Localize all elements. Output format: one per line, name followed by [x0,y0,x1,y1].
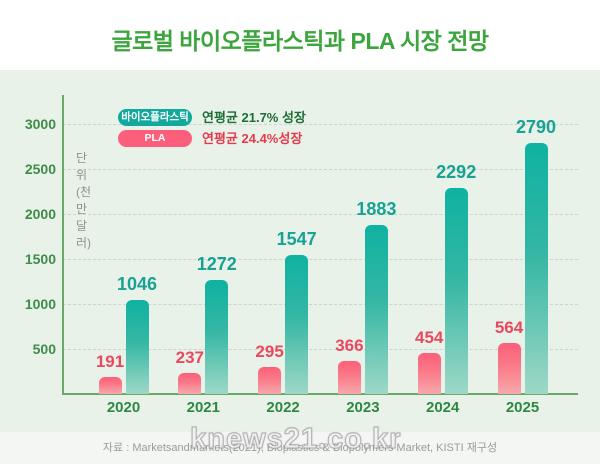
source-citation: 자료 : Marketsandmarkets(2021), Bioplastic… [102,442,498,454]
x-axis-tick-2022: 2022 [266,399,300,416]
value-label-pla-2024: 454 [415,328,444,348]
value-label-pla-2025: 564 [494,318,524,338]
bar-bioplastics-2023 [364,224,388,394]
value-label-bioplastics-2022: 1547 [276,228,317,249]
bar-bioplastics-2022 [285,254,309,394]
bar-pla-2025 [497,343,521,394]
bar-bioplastics-2020 [125,299,149,394]
y-axis-tick-1000: 1000 [24,296,56,312]
legend-note-bioplastics-growth: 연평균 21.7% 성장 [202,110,306,125]
value-label-bioplastics-2025: 2790 [515,116,557,137]
bar-pla-2024 [417,353,441,394]
gridline-2000 [63,214,578,215]
footer-strip [0,432,600,464]
bar-bioplastics-2021 [205,279,229,394]
x-axis-tick-2024: 2024 [426,399,460,416]
y-axis-tick-2500: 2500 [24,161,56,177]
gridline-2500 [63,169,578,170]
bar-bioplastics-2024 [444,187,468,394]
unit-label: 단위(천만달러) [76,151,92,250]
y-axis-tick-500: 500 [32,341,56,357]
value-label-pla-2020: 191 [95,351,125,371]
x-axis-line [62,393,578,395]
bar-pla-2021 [178,372,202,394]
gridline-500 [63,349,578,350]
bar-pla-2020 [98,376,122,394]
legend-pill-bioplastics: 바이오플라스틱 [118,109,192,126]
x-axis-tick-2023: 2023 [346,399,380,416]
value-label-bioplastics-2024: 2292 [436,161,477,182]
y-axis-tick-3000: 3000 [24,116,56,132]
x-axis-tick-2020: 2020 [106,399,141,416]
x-axis-tick-2021: 2021 [186,399,220,416]
x-axis-tick-2025: 2025 [505,399,540,416]
bar-pla-2022 [258,367,282,394]
value-label-bioplastics-2021: 1272 [196,253,237,274]
page-title: 글로벌 바이오플라스틱과 PLA 시장 전망 [111,28,489,54]
y-axis-tick-2000: 2000 [24,206,56,222]
y-axis-line [62,95,64,394]
value-label-bioplastics-2020: 1046 [116,273,158,294]
y-axis-tick-1500: 1500 [24,251,56,267]
legend-pill-pla: PLA [118,130,192,147]
watermark-text: knews21.co.kr [190,422,402,455]
value-label-pla-2022: 295 [255,342,284,362]
gridline-1000 [63,304,578,305]
bar-bioplastics-2025 [524,142,548,394]
legend-note-pla-growth: 연평균 24.4%성장 [202,131,303,146]
gridline-3000 [63,124,578,125]
value-label-pla-2021: 237 [175,347,204,367]
value-label-bioplastics-2023: 1883 [356,198,397,219]
value-label-pla-2023: 366 [335,336,364,356]
bar-pla-2023 [337,361,361,394]
gridline-1500 [63,259,578,260]
